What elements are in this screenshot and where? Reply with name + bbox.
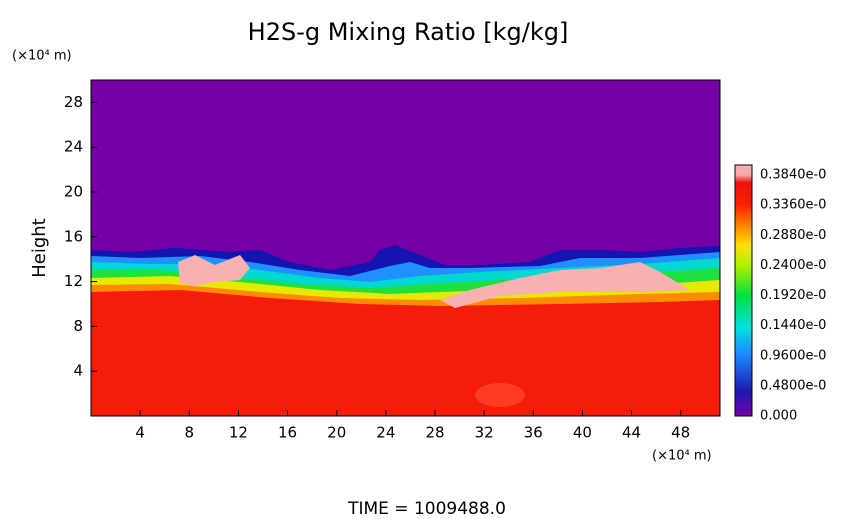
colorbar-label: 0.4800e-0 [760, 378, 826, 393]
y-unit: (×10⁴ m) [12, 49, 72, 64]
x-tick-label: 12 [229, 424, 248, 442]
x-tick-label: 36 [524, 424, 543, 442]
x-tick-label: 24 [376, 424, 395, 442]
colorbar-label: 0.1440e-0 [760, 318, 826, 333]
y-tick-label: 8 [73, 317, 83, 335]
x-tick-label: 32 [475, 424, 494, 442]
x-tick-label: 16 [278, 424, 297, 442]
y-tick-label: 20 [64, 183, 83, 201]
x-tick-label: 44 [622, 424, 641, 442]
y-tick-label: 12 [64, 272, 83, 290]
footer: TIME = 1009488.0 [347, 499, 506, 519]
x-tick-label: 40 [573, 424, 592, 442]
plot-frame [90, 79, 721, 417]
colorbar-label: 0.000 [760, 409, 797, 424]
field [91, 80, 720, 416]
y-tick-label: 24 [64, 138, 83, 156]
y-tick-label: 16 [64, 227, 83, 245]
colorbar-label: 0.9600e-0 [760, 348, 826, 363]
colorbar-label: 0.3360e-0 [760, 198, 826, 213]
y-tick-label: 4 [73, 362, 83, 380]
x-tick-label: 28 [425, 424, 444, 442]
x-tick-label: 48 [671, 424, 690, 442]
x-unit: (×10⁴ m) [652, 449, 712, 464]
colorbar-label: 0.1920e-0 [760, 288, 826, 303]
colorbar-label: 0.2400e-0 [760, 258, 826, 273]
colorbar-label: 0.3840e-0 [760, 168, 826, 183]
x-tick-label: 4 [135, 424, 145, 442]
colorbar-label: 0.2880e-0 [760, 228, 826, 243]
chart-title: H2S-g Mixing Ratio [kg/kg] [248, 18, 569, 46]
y-axis-label: Height [29, 218, 50, 278]
colorbar [734, 164, 753, 417]
y-tick-label: 28 [64, 93, 83, 111]
x-tick-label: 20 [327, 424, 346, 442]
x-tick-label: 8 [185, 424, 195, 442]
